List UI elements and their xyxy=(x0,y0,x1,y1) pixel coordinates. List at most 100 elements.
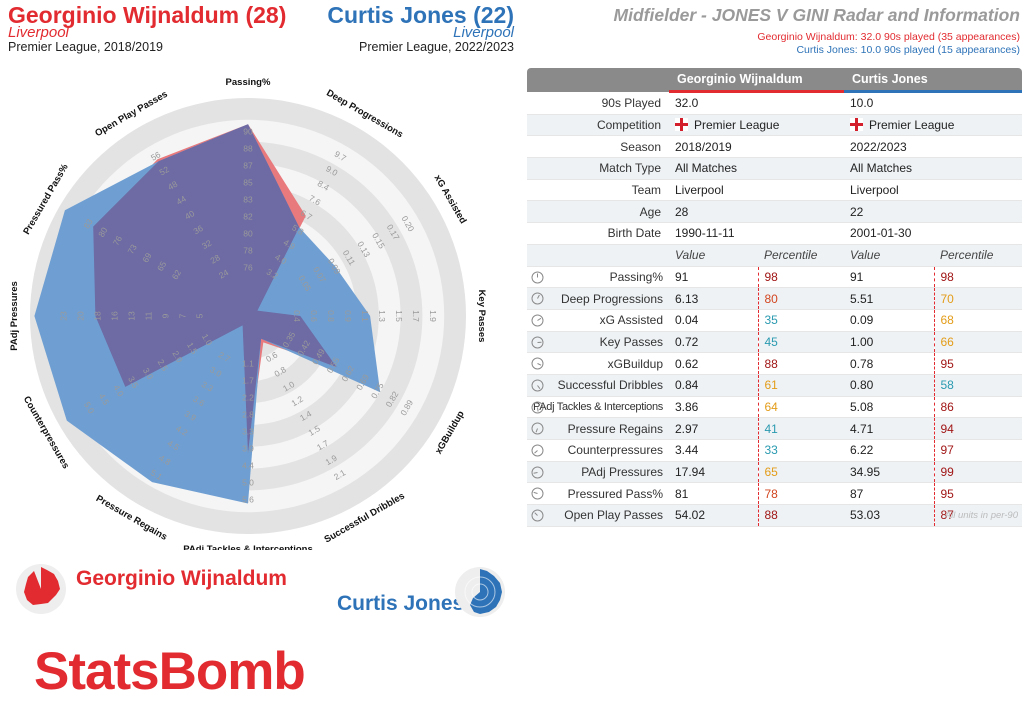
info-row: 90s Played 32.0 10.0 xyxy=(527,91,1022,115)
stat-value-player2: 0.78 xyxy=(844,352,934,375)
gauge-icon xyxy=(531,444,544,457)
stat-row-label: Passing% xyxy=(527,266,669,289)
stat-row: Deep Progressions 6.13 80 5.51 70 xyxy=(527,287,1022,310)
statsbomb-logo: StatsBomb xyxy=(34,642,306,701)
stat-row-label: Successful Dribbles xyxy=(527,374,669,397)
radar-tick-label: 0.8 xyxy=(326,310,336,322)
radar-tick-label: 0.6 xyxy=(309,310,319,322)
stat-row-label: Pressure Regains xyxy=(527,417,669,440)
table-header-player2: Curtis Jones xyxy=(844,68,1022,93)
info-row-label: Competition xyxy=(527,114,669,137)
radar-tick-label: 76 xyxy=(243,262,253,272)
stat-row: Successful Dribbles 0.84 61 0.80 58 xyxy=(527,374,1022,397)
radar-tick-label: 2.8 xyxy=(242,409,254,419)
player2-legend-label: Curtis Jones xyxy=(337,592,465,615)
radar-tick-label: 73 xyxy=(125,242,139,255)
gauge-icon xyxy=(531,509,544,522)
info-row-label: Team xyxy=(527,179,669,202)
info-row-player1: Premier League xyxy=(669,114,844,137)
player1-name: Georginio Wijnaldum (28) xyxy=(8,2,287,28)
radar-tick-label: 52 xyxy=(158,164,171,178)
gauge-icon xyxy=(531,422,544,435)
stat-row: PAdj Pressures 17.94 65 34.95 99 xyxy=(527,461,1022,484)
stat-value-player2: 34.95 xyxy=(844,461,934,484)
england-flag-icon xyxy=(675,118,688,132)
radar-tick-label: 88 xyxy=(243,143,253,153)
stat-row-label: Pressured Pass% xyxy=(527,482,669,506)
stat-row-label: xGBuildup xyxy=(527,352,669,375)
stat-percentile-player1: 80 xyxy=(757,287,844,310)
radar-tick-label: 80 xyxy=(243,228,253,238)
stat-percentile-player2: 58 xyxy=(933,374,1022,397)
radar-axis-label: Key Passes xyxy=(476,290,487,343)
stat-value-player1: 6.13 xyxy=(669,287,758,310)
stat-percentile-player1: 65 xyxy=(757,461,844,484)
stat-value-player1: 91 xyxy=(669,266,758,289)
info-row-player2: 2022/2023 xyxy=(844,135,1022,159)
info-row-player2: 22 xyxy=(844,200,1022,224)
stat-value-player2: 4.71 xyxy=(844,417,934,440)
stat-percentile-player1: 41 xyxy=(757,417,844,440)
stat-row: Key Passes 0.72 45 1.00 66 xyxy=(527,331,1022,354)
radar-tick-label: 65 xyxy=(155,259,169,272)
radar-tick-label: 11 xyxy=(143,311,153,320)
stat-percentile-player1: 88 xyxy=(757,352,844,375)
stat-value-player1: 2.97 xyxy=(669,417,758,440)
radar-tick-label: 1.1 xyxy=(242,358,254,368)
radar-tick-label: 56 xyxy=(149,149,162,163)
radar-tick-label: 1.9 xyxy=(428,310,438,322)
stat-value-player2: 5.51 xyxy=(844,287,934,310)
stat-row: Passing% 91 98 91 98 xyxy=(527,266,1022,289)
radar-axis-label: Passing% xyxy=(226,77,271,88)
info-row-player2: Liverpool xyxy=(844,179,1022,202)
info-row: Season 2018/2019 2022/2023 xyxy=(527,135,1022,159)
stat-row-label: Open Play Passes xyxy=(527,504,669,527)
radar-tick-label: 7 xyxy=(177,313,187,318)
radar-tick-label: 82 xyxy=(243,211,253,221)
player2-name: Curtis Jones (22) xyxy=(327,2,514,28)
stat-row: xG Assisted 0.04 35 0.09 68 xyxy=(527,309,1022,332)
stat-row-label: Deep Progressions xyxy=(527,287,669,310)
radar-tick-label: 9 xyxy=(160,313,170,318)
info-row-label: 90s Played xyxy=(527,91,669,115)
stat-row: Open Play Passes 54.02 88 53.03 87 xyxy=(527,504,1022,527)
radar-axis-label: PAdj Tackles & Interceptions xyxy=(183,544,313,550)
stat-percentile-player1: 78 xyxy=(757,482,844,506)
subheader-percentile-player1: Percentile xyxy=(758,244,844,267)
stat-row: Counterpressures 3.44 33 6.22 97 xyxy=(527,439,1022,462)
overlap-radar-area xyxy=(93,124,337,454)
stat-value-player1: 17.94 xyxy=(669,461,758,484)
radar-tick-label: 5 xyxy=(194,313,204,318)
stat-percentile-player2: 99 xyxy=(933,461,1022,484)
stat-value-player1: 0.62 xyxy=(669,352,758,375)
info-row-label: Season xyxy=(527,135,669,159)
comparison-table: Georginio Wijnaldum Curtis Jones 90s Pla… xyxy=(527,68,1022,527)
info-row-player1: Liverpool xyxy=(669,179,844,202)
radar-tick-label: 69 xyxy=(140,251,154,264)
stat-value-player2: 6.22 xyxy=(844,439,934,462)
radar-tick-label: 18 xyxy=(92,311,102,321)
stat-percentile-player2: 95 xyxy=(933,352,1022,375)
radar-tick-label: 20 xyxy=(75,311,85,321)
radar-chart: 7678808283858788903.24.04.95.86.77.68.49… xyxy=(9,77,487,550)
stat-percentile-player1: 64 xyxy=(757,396,844,419)
player2-competition: Premier League, 2022/2023 xyxy=(359,40,514,54)
radar-tick-label: 5.6 xyxy=(242,494,254,504)
stat-value-player1: 3.86 xyxy=(669,396,758,419)
gauge-icon xyxy=(531,379,544,392)
info-row-player1: 1990-11-11 xyxy=(669,222,844,245)
subheader-value-player2: Value xyxy=(844,244,934,267)
radar-tick-label: 62 xyxy=(170,268,184,281)
stat-percentile-player2: 98 xyxy=(933,266,1022,289)
radar-tick-label: 36 xyxy=(192,223,205,237)
stat-value-player2: 91 xyxy=(844,266,934,289)
info-row: Birth Date 1990-11-11 2001-01-30 xyxy=(527,222,1022,245)
stat-row-label: Key Passes xyxy=(527,331,669,354)
stat-value-player1: 3.44 xyxy=(669,439,758,462)
radar-tick-label: 87 xyxy=(243,160,253,170)
radar-tick-label: 1.7 xyxy=(242,375,254,385)
radar-tick-label: 5.0 xyxy=(242,477,254,487)
radar-tick-label: 2.2 xyxy=(242,392,254,402)
radar-tick-label: 48 xyxy=(166,179,179,193)
radar-tick-label: 78 xyxy=(243,245,253,255)
